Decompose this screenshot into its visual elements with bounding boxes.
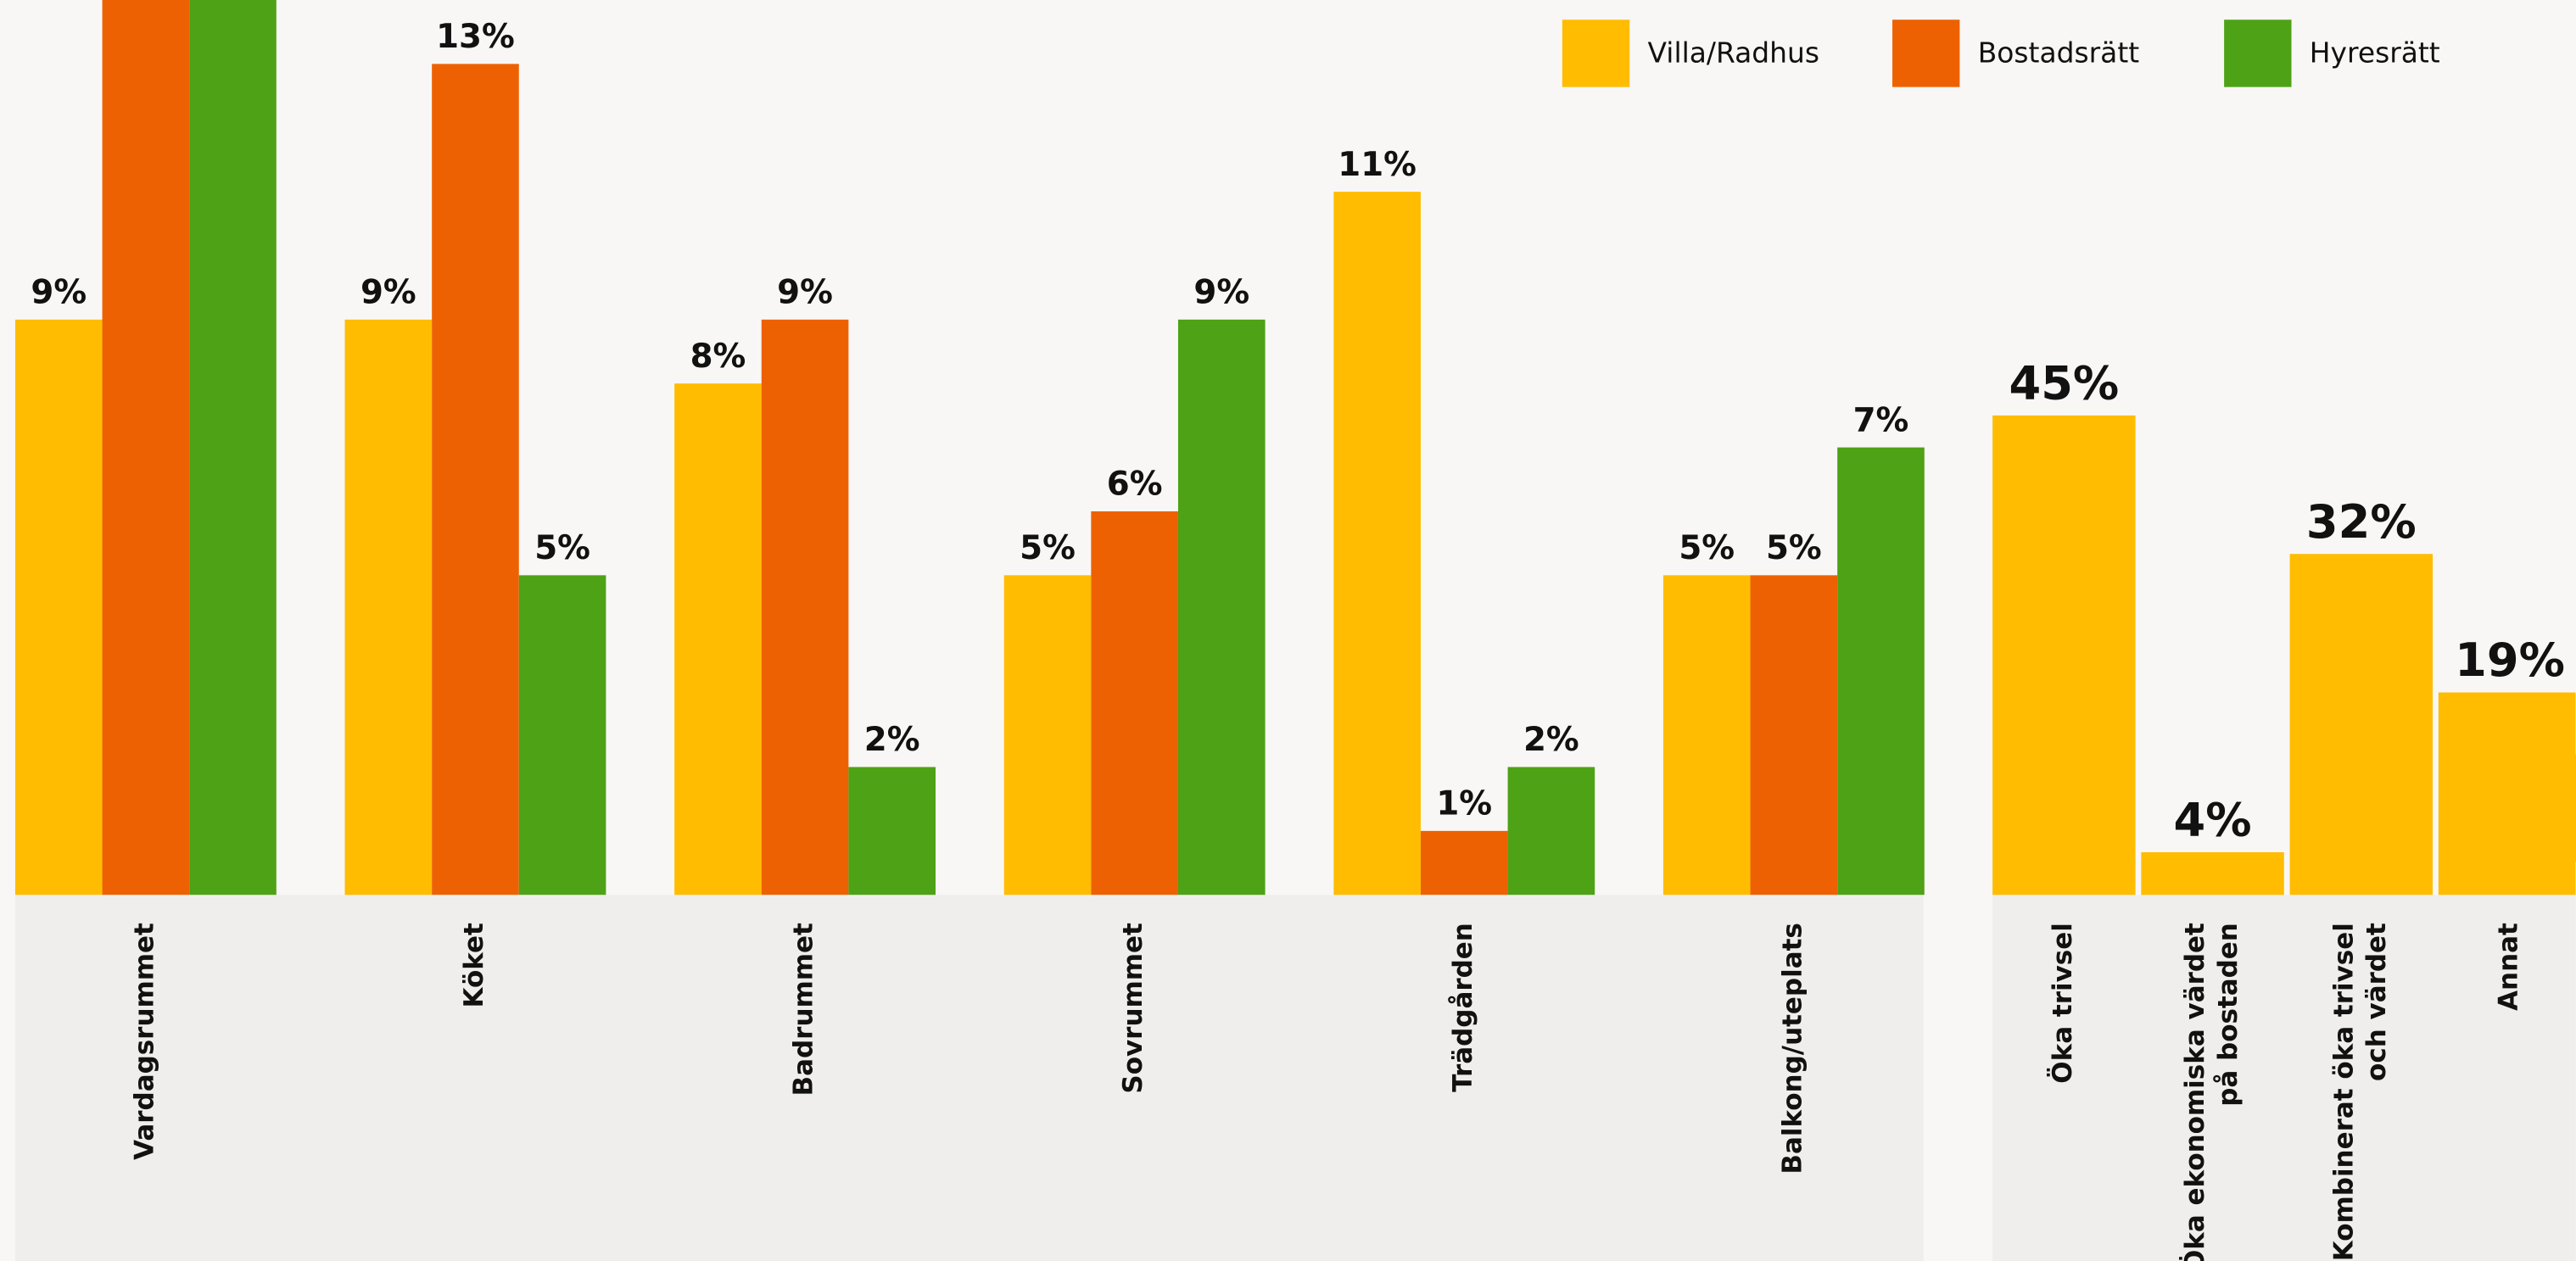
x-tick-label: Vardagsrummet	[129, 923, 159, 1160]
value-label: 7%	[1853, 401, 1909, 439]
value-label: 9%	[777, 274, 833, 312]
legend-label: Hyresrätt	[2310, 36, 2440, 69]
x-tick-label: Öka ekonomiska värdet på bostaden	[2179, 923, 2244, 1261]
bar	[1333, 192, 1421, 896]
category-band	[14, 895, 1924, 1261]
bar	[1507, 767, 1595, 896]
bar	[432, 64, 519, 896]
value-label: 1%	[1436, 784, 1492, 823]
x-tick-label: Kombinerat öka trivsel och värdet	[2328, 923, 2392, 1261]
value-label: 32%	[2306, 495, 2417, 549]
bar	[2289, 554, 2434, 896]
value-label: 8%	[690, 338, 746, 376]
value-label: 6%	[1107, 466, 1163, 504]
x-tick-label: Öka trivsel	[2047, 923, 2078, 1084]
bar	[1420, 830, 1508, 896]
bar	[848, 767, 936, 896]
value-label: 9%	[1193, 274, 1249, 312]
bar	[2141, 851, 2284, 896]
value-label: 13%	[436, 18, 515, 56]
bar	[1003, 575, 1092, 896]
bar	[761, 319, 849, 896]
x-tick-label: Trädgården	[1448, 923, 1478, 1092]
bar	[344, 319, 433, 896]
value-label: 4%	[2174, 794, 2252, 847]
x-tick-label: Badrummet	[789, 923, 819, 1096]
bar	[518, 575, 606, 896]
value-label: 2%	[864, 721, 920, 759]
legend-swatch	[2224, 20, 2292, 87]
value-label: 11%	[1338, 146, 1417, 184]
bar	[189, 0, 277, 896]
value-label: 45%	[2009, 357, 2119, 410]
legend-swatch	[1562, 20, 1630, 87]
plot-area: 9% Vardagsrummet 9% 13% 5% Köket 8% 9% 2% Badrumm…	[14, 0, 2576, 1261]
value-label: 5%	[1020, 529, 1076, 567]
bar	[1750, 575, 1838, 896]
legend-label: Bostadsrätt	[1978, 36, 2140, 69]
bar	[674, 383, 762, 896]
value-label: 2%	[1523, 721, 1579, 759]
legend-label: Villa/Radhus	[1648, 36, 1820, 69]
bar	[1662, 575, 1751, 896]
x-tick-label: Balkong/uteplats	[1777, 923, 1808, 1174]
bar	[2438, 692, 2576, 896]
x-tick-label: Sovrummet	[1118, 923, 1148, 1094]
category-band	[1992, 895, 2576, 1261]
legend-swatch	[1892, 20, 1960, 87]
value-label: 19%	[2455, 633, 2565, 687]
value-label: 9%	[31, 274, 87, 312]
bar	[14, 319, 103, 896]
value-label: 5%	[1766, 529, 1822, 567]
bar	[102, 0, 190, 896]
x-tick-label: Annat	[2494, 923, 2524, 1011]
bar	[1837, 447, 1925, 896]
bar	[1177, 319, 1266, 896]
bar	[1992, 415, 2136, 896]
x-tick-label: Köket	[459, 923, 489, 1007]
value-label: 9%	[360, 274, 416, 312]
bar	[1091, 511, 1178, 896]
value-label: 5%	[1679, 529, 1735, 567]
value-label: 5%	[534, 529, 590, 567]
